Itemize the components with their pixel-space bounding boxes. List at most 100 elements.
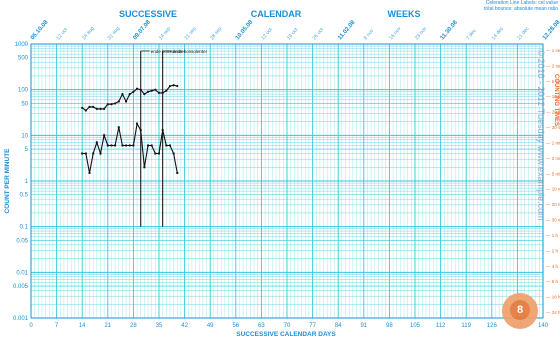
counting-time-label: — 20 min	[546, 202, 560, 207]
x-tick-label: 42	[181, 323, 188, 329]
data-point-correct	[92, 105, 95, 108]
y-tick-label: 0.001	[13, 316, 29, 322]
data-point-correct	[157, 91, 161, 94]
data-point-errors	[110, 144, 113, 147]
counting-time-label: — 8 h	[546, 279, 559, 284]
top-date-label: 14 sep	[158, 26, 172, 42]
data-point-errors	[168, 144, 171, 147]
x-tick-label: 56	[232, 323, 239, 329]
data-point-errors	[92, 152, 95, 155]
counting-time-label: — 2 sec	[546, 63, 560, 68]
x-tick-label: 119	[461, 323, 471, 329]
data-point-correct	[110, 103, 113, 106]
celeration-note: Celeration Line Labels: cel value total …	[458, 0, 558, 12]
y-tick-label: 0.1	[20, 225, 29, 231]
y-tick-label: 0.5	[20, 193, 29, 199]
top-date-label: 11.30.08	[440, 19, 460, 41]
top-date-label: 10.05.08	[235, 19, 255, 41]
data-point-correct	[146, 90, 150, 93]
x-tick-label: 105	[410, 323, 421, 329]
top-date-label: 09.07.08	[132, 19, 152, 41]
data-point-correct	[154, 88, 157, 91]
counting-time-label: — 16 h	[546, 295, 560, 300]
x-tick-label: 21	[104, 323, 111, 329]
header-weeks: WEEKS	[387, 9, 420, 19]
data-point-errors	[121, 144, 124, 147]
data-point-errors	[154, 152, 157, 155]
data-point-correct	[172, 84, 175, 87]
counting-time-label: — 5 sec	[546, 79, 560, 84]
data-point-errors	[117, 126, 120, 129]
data-point-errors	[95, 141, 98, 144]
data-point-correct	[150, 89, 153, 92]
data-point-errors	[84, 152, 87, 155]
data-point-errors	[132, 144, 135, 147]
top-date-label: 12 oct	[56, 27, 70, 42]
top-date-label: 11.02.08	[337, 19, 357, 41]
data-point-correct	[95, 107, 98, 110]
data-point-correct	[103, 107, 106, 110]
x-tick-label: 84	[335, 323, 342, 329]
x-tick-label: 14	[79, 323, 86, 329]
x-tick-label: 77	[309, 323, 316, 329]
data-point-correct	[168, 84, 172, 88]
y-tick-label: 1000	[15, 42, 29, 48]
badge-count: 8	[510, 300, 530, 320]
data-point-correct	[121, 92, 124, 96]
data-point-errors	[176, 171, 179, 174]
data-point-errors	[150, 144, 153, 147]
data-point-correct	[106, 103, 109, 106]
data-point-correct	[176, 84, 179, 88]
data-series	[81, 84, 179, 174]
y-tick-label: 1	[25, 179, 29, 185]
data-point-errors	[165, 144, 168, 147]
y-tick-label: 100	[18, 88, 29, 94]
data-point-correct	[81, 106, 84, 109]
notification-badge[interactable]: 8	[502, 293, 538, 329]
counting-time-label: — 30 min	[546, 218, 560, 223]
x-tick-label: 28	[130, 323, 137, 329]
x-tick-label: 140	[538, 323, 549, 329]
data-point-correct	[165, 89, 168, 92]
data-point-errors	[125, 144, 128, 147]
top-date-label: 14 dec	[491, 26, 506, 42]
data-point-correct	[128, 92, 131, 96]
data-point-errors	[103, 134, 106, 137]
y-tick-label: 500	[18, 56, 29, 62]
data-point-errors	[99, 152, 102, 155]
counting-time-label: — 2 h	[546, 248, 559, 253]
data-point-correct	[143, 92, 146, 96]
x-tick-label: 7	[55, 323, 59, 329]
data-point-correct	[135, 87, 139, 90]
counting-time-label: — 24 h	[546, 310, 560, 315]
note-line-1: Celeration Line Labels: cel value	[485, 0, 558, 6]
top-date-label: 28 sep	[209, 26, 223, 42]
data-point-correct	[99, 107, 102, 110]
counting-time-label: — 20 sec	[546, 110, 560, 115]
counting-time-label: — 1 min	[546, 140, 560, 145]
data-point-correct	[161, 91, 164, 94]
top-date-label: 19 oct	[286, 27, 300, 42]
top-date-label: 26 oct	[312, 27, 326, 42]
x-tick-label: 35	[156, 323, 163, 329]
data-point-correct	[88, 105, 91, 108]
top-date-label: 21 dec	[516, 26, 531, 42]
watermark-text: © 2010 - 2012 Tuesday www.example.com	[536, 49, 546, 220]
right-axis-title: COUNTING TIMES	[553, 74, 559, 126]
data-point-errors	[158, 152, 160, 155]
data-point-errors	[139, 129, 142, 132]
x-tick-label: 98	[386, 323, 393, 329]
counting-time-label: — 10 min	[546, 187, 560, 192]
x-tick-label: 112	[436, 323, 446, 329]
data-point-errors	[114, 144, 117, 147]
top-date-label: 31 aug	[107, 26, 122, 42]
y-tick-label: 0.005	[13, 284, 29, 290]
data-point-correct	[132, 90, 135, 93]
header-successive: SUCCESSIVE	[119, 9, 177, 19]
y-tick-label: 5	[25, 147, 29, 153]
x-tick-label: 49	[207, 323, 214, 329]
data-point-correct	[124, 100, 128, 103]
data-point-errors	[147, 144, 150, 147]
counting-time-label: — 1 h	[546, 233, 559, 238]
phase-change-label: ende konsolenter	[151, 49, 186, 54]
